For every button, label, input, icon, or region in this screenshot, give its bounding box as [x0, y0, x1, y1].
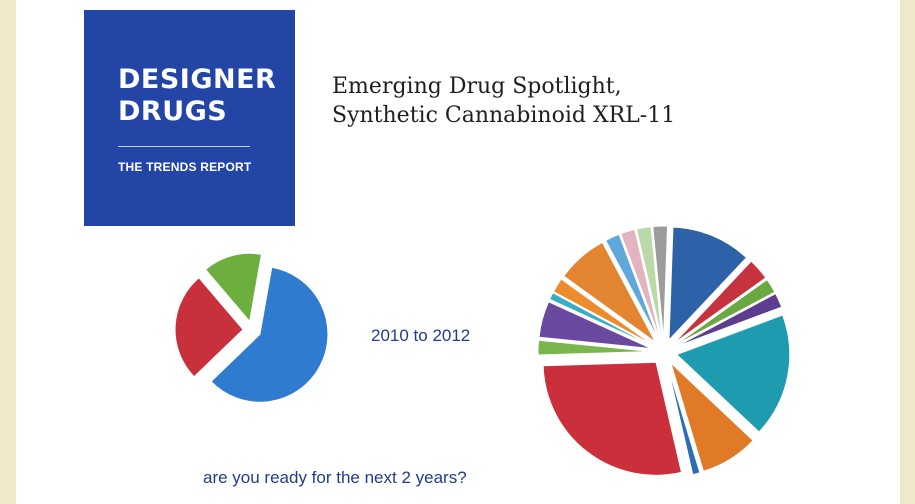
- pie-charts: [174, 225, 791, 476]
- logo-subtitle: THE TRENDS REPORT: [118, 160, 252, 174]
- pie-slice: [210, 266, 329, 403]
- logo-line-2: DRUGS: [118, 96, 228, 127]
- pie-slice: [669, 361, 754, 472]
- pie-slice: [620, 228, 661, 340]
- pie-slice: [204, 252, 263, 323]
- logo-line-1: DESIGNER: [118, 64, 277, 95]
- pie-slice: [668, 226, 748, 342]
- pie-slice: [666, 364, 701, 476]
- slide-title-line-2: Synthetic Cannabinoid XRL-11: [332, 103, 676, 128]
- pie-slice: [635, 226, 663, 340]
- pie-slice: [652, 225, 669, 340]
- pie-slice: [673, 260, 767, 344]
- pie-slice: [537, 339, 652, 356]
- designer-drugs-logo: DESIGNER DRUGS THE TRENDS REPORT: [84, 10, 295, 226]
- pie-chart-2012: [537, 225, 791, 476]
- pie-slice: [552, 278, 654, 346]
- date-range-label: 2010 to 2012: [371, 326, 471, 345]
- slide: DESIGNER DRUGS THE TRENDS REPORT Emergin…: [16, 0, 900, 504]
- pie-slice: [674, 278, 776, 346]
- pie-slice: [538, 301, 652, 350]
- pie-slice: [174, 277, 244, 378]
- pie-slice: [542, 361, 683, 476]
- pie-slice: [548, 292, 653, 347]
- pie-chart-2010: [174, 252, 329, 403]
- slide-title: Emerging Drug Spotlight, Synthetic Canna…: [332, 72, 752, 130]
- bottom-question: are you ready for the next 2 years?: [203, 468, 467, 487]
- pie-slice: [604, 233, 660, 341]
- pie-slice: [675, 314, 791, 433]
- pie-slice: [563, 241, 656, 343]
- pie-slice: [675, 292, 783, 348]
- slide-title-line-1: Emerging Drug Spotlight,: [332, 74, 622, 99]
- logo-divider: [118, 146, 250, 147]
